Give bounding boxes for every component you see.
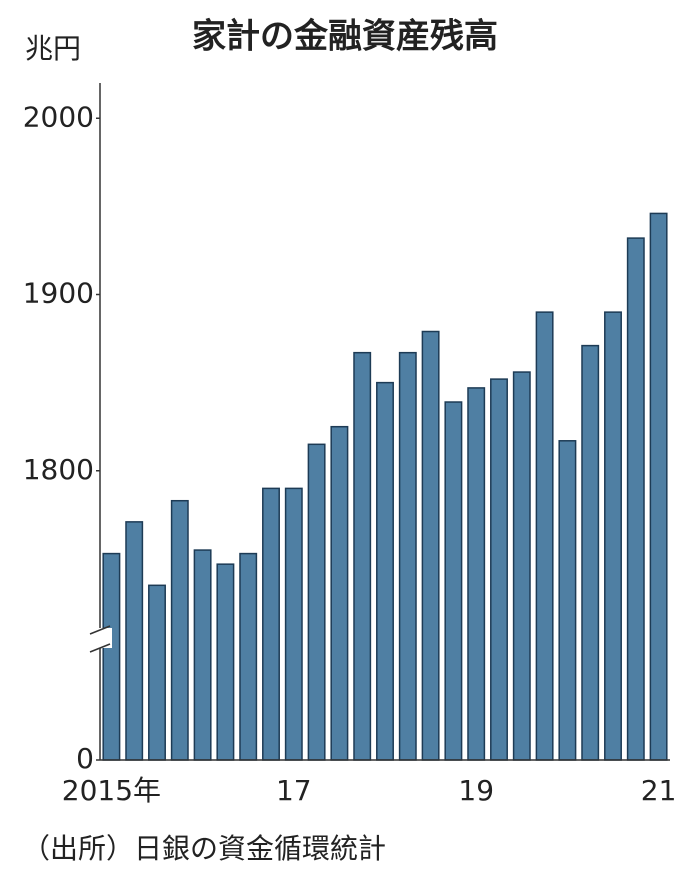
y-tick-label: 1900 (23, 277, 94, 310)
bar (170, 499, 189, 761)
chart-title: 家計の金融資産残高 (192, 17, 498, 57)
bar (421, 330, 440, 761)
bar (330, 425, 349, 761)
bar (376, 381, 394, 761)
bar (216, 563, 235, 761)
bar (307, 443, 326, 761)
axis-break-mark (89, 643, 111, 653)
x-tick-label: 2015年 (62, 774, 161, 807)
y-tick-label: 0 (76, 742, 94, 775)
bar (604, 311, 622, 761)
x-tick-label: 19 (458, 774, 494, 807)
bar (649, 212, 668, 761)
bar (284, 487, 303, 761)
bar (102, 552, 121, 761)
bar (535, 311, 554, 761)
bar (148, 584, 166, 761)
y-unit: 兆円 (25, 32, 81, 65)
bar (558, 440, 577, 761)
x-tick-label: 21 (641, 774, 677, 807)
bar (125, 521, 144, 761)
bar (239, 552, 258, 761)
bar (490, 378, 508, 761)
bar (262, 487, 280, 761)
bar (398, 351, 417, 761)
bar (581, 344, 600, 761)
x-tick-label: 17 (276, 774, 312, 807)
bar (626, 237, 645, 761)
axis-break-mark (89, 625, 111, 635)
y-tick-label: 2000 (23, 100, 94, 133)
bar (512, 371, 531, 761)
source-note: （出所）日銀の資金循環統計 (22, 832, 386, 865)
y-tick-label: 1800 (23, 453, 94, 486)
bar (467, 387, 486, 761)
bar (193, 549, 212, 761)
bar (444, 401, 463, 761)
bar (353, 351, 372, 761)
